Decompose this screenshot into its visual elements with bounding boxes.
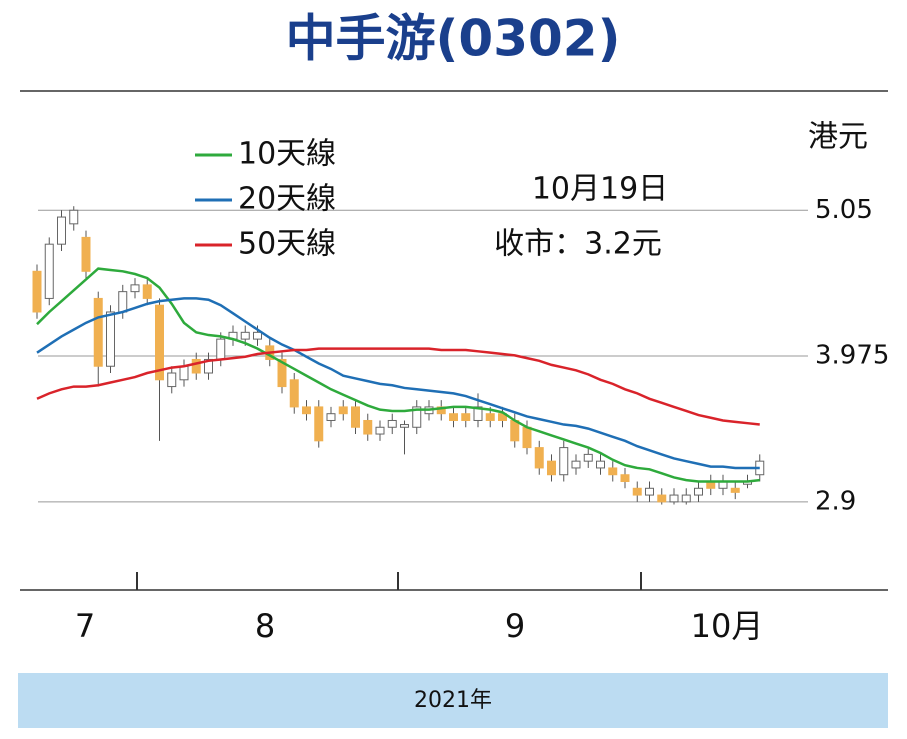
candle-body [179,365,189,381]
footer-band [18,673,888,728]
candle-body [461,413,471,421]
candle-body [314,406,324,442]
candle-body [596,460,605,469]
candle-body [608,467,618,476]
candle-body [277,358,287,388]
x-tick-label: 9 [505,607,525,645]
candle-body [669,494,679,503]
candle-body [289,379,299,408]
y-tick-label: 2.9 [815,486,856,516]
candle-body [387,419,397,428]
candle-body [167,372,177,388]
candle-body [473,406,483,421]
candle-body [326,413,336,421]
candle-body [240,331,250,340]
candle-body [436,406,446,415]
annotation: 10月19日 [532,172,668,207]
chart-title: 中手游(0302) [286,10,621,68]
candle-body [204,358,213,374]
candle-body [730,487,740,493]
candle-body [106,311,115,367]
y-tick-label: 3.975 [815,341,889,371]
candle-body [69,209,79,225]
legend-label: 10天線 [238,137,336,172]
legend-label: 50天線 [238,227,336,262]
unit-label: 港元 [808,120,868,155]
y-tick-label: 5.05 [815,195,873,225]
candle-body [253,331,262,340]
x-axis-title: 2021年 [414,688,492,713]
candle-body [93,297,103,367]
candle-body [412,406,422,428]
candle-body [534,447,544,469]
candle-body [118,291,128,313]
candle-body [485,413,495,421]
x-tick-label: 8 [255,607,275,645]
candle-body [657,494,667,503]
candle-body [375,426,385,435]
candle-body [216,338,226,360]
candle-body [130,284,140,293]
x-tick-label: 7 [75,607,95,645]
moving-average-line [36,297,760,470]
candle-body [522,426,532,449]
candle-body [645,487,654,496]
candle-body [338,406,348,415]
candle-body [400,424,409,428]
candle-body [559,447,569,476]
candle-body [57,216,66,245]
candle-body [694,487,703,496]
candle-body [547,460,556,476]
candle-body [44,243,54,299]
candle-body [155,304,164,381]
candle-body [510,419,520,442]
candle-body [191,358,201,374]
candle-body [632,487,642,496]
candle-body [583,453,593,462]
legend-label: 20天線 [238,182,336,217]
x-tick-label: 10月 [691,607,764,645]
moving-average-line [36,347,760,426]
candle-body [32,270,42,313]
annotation: 收市：3.2元 [494,227,662,262]
candle-body [351,406,360,428]
candle-body [620,474,630,483]
candle-body [81,236,91,272]
candle-body [681,494,691,503]
candle-body [142,284,152,299]
candle-body [363,419,373,435]
moving-average-line [36,267,760,483]
candle-body [449,413,458,421]
candle-body [571,460,581,469]
candle-body [302,406,311,415]
